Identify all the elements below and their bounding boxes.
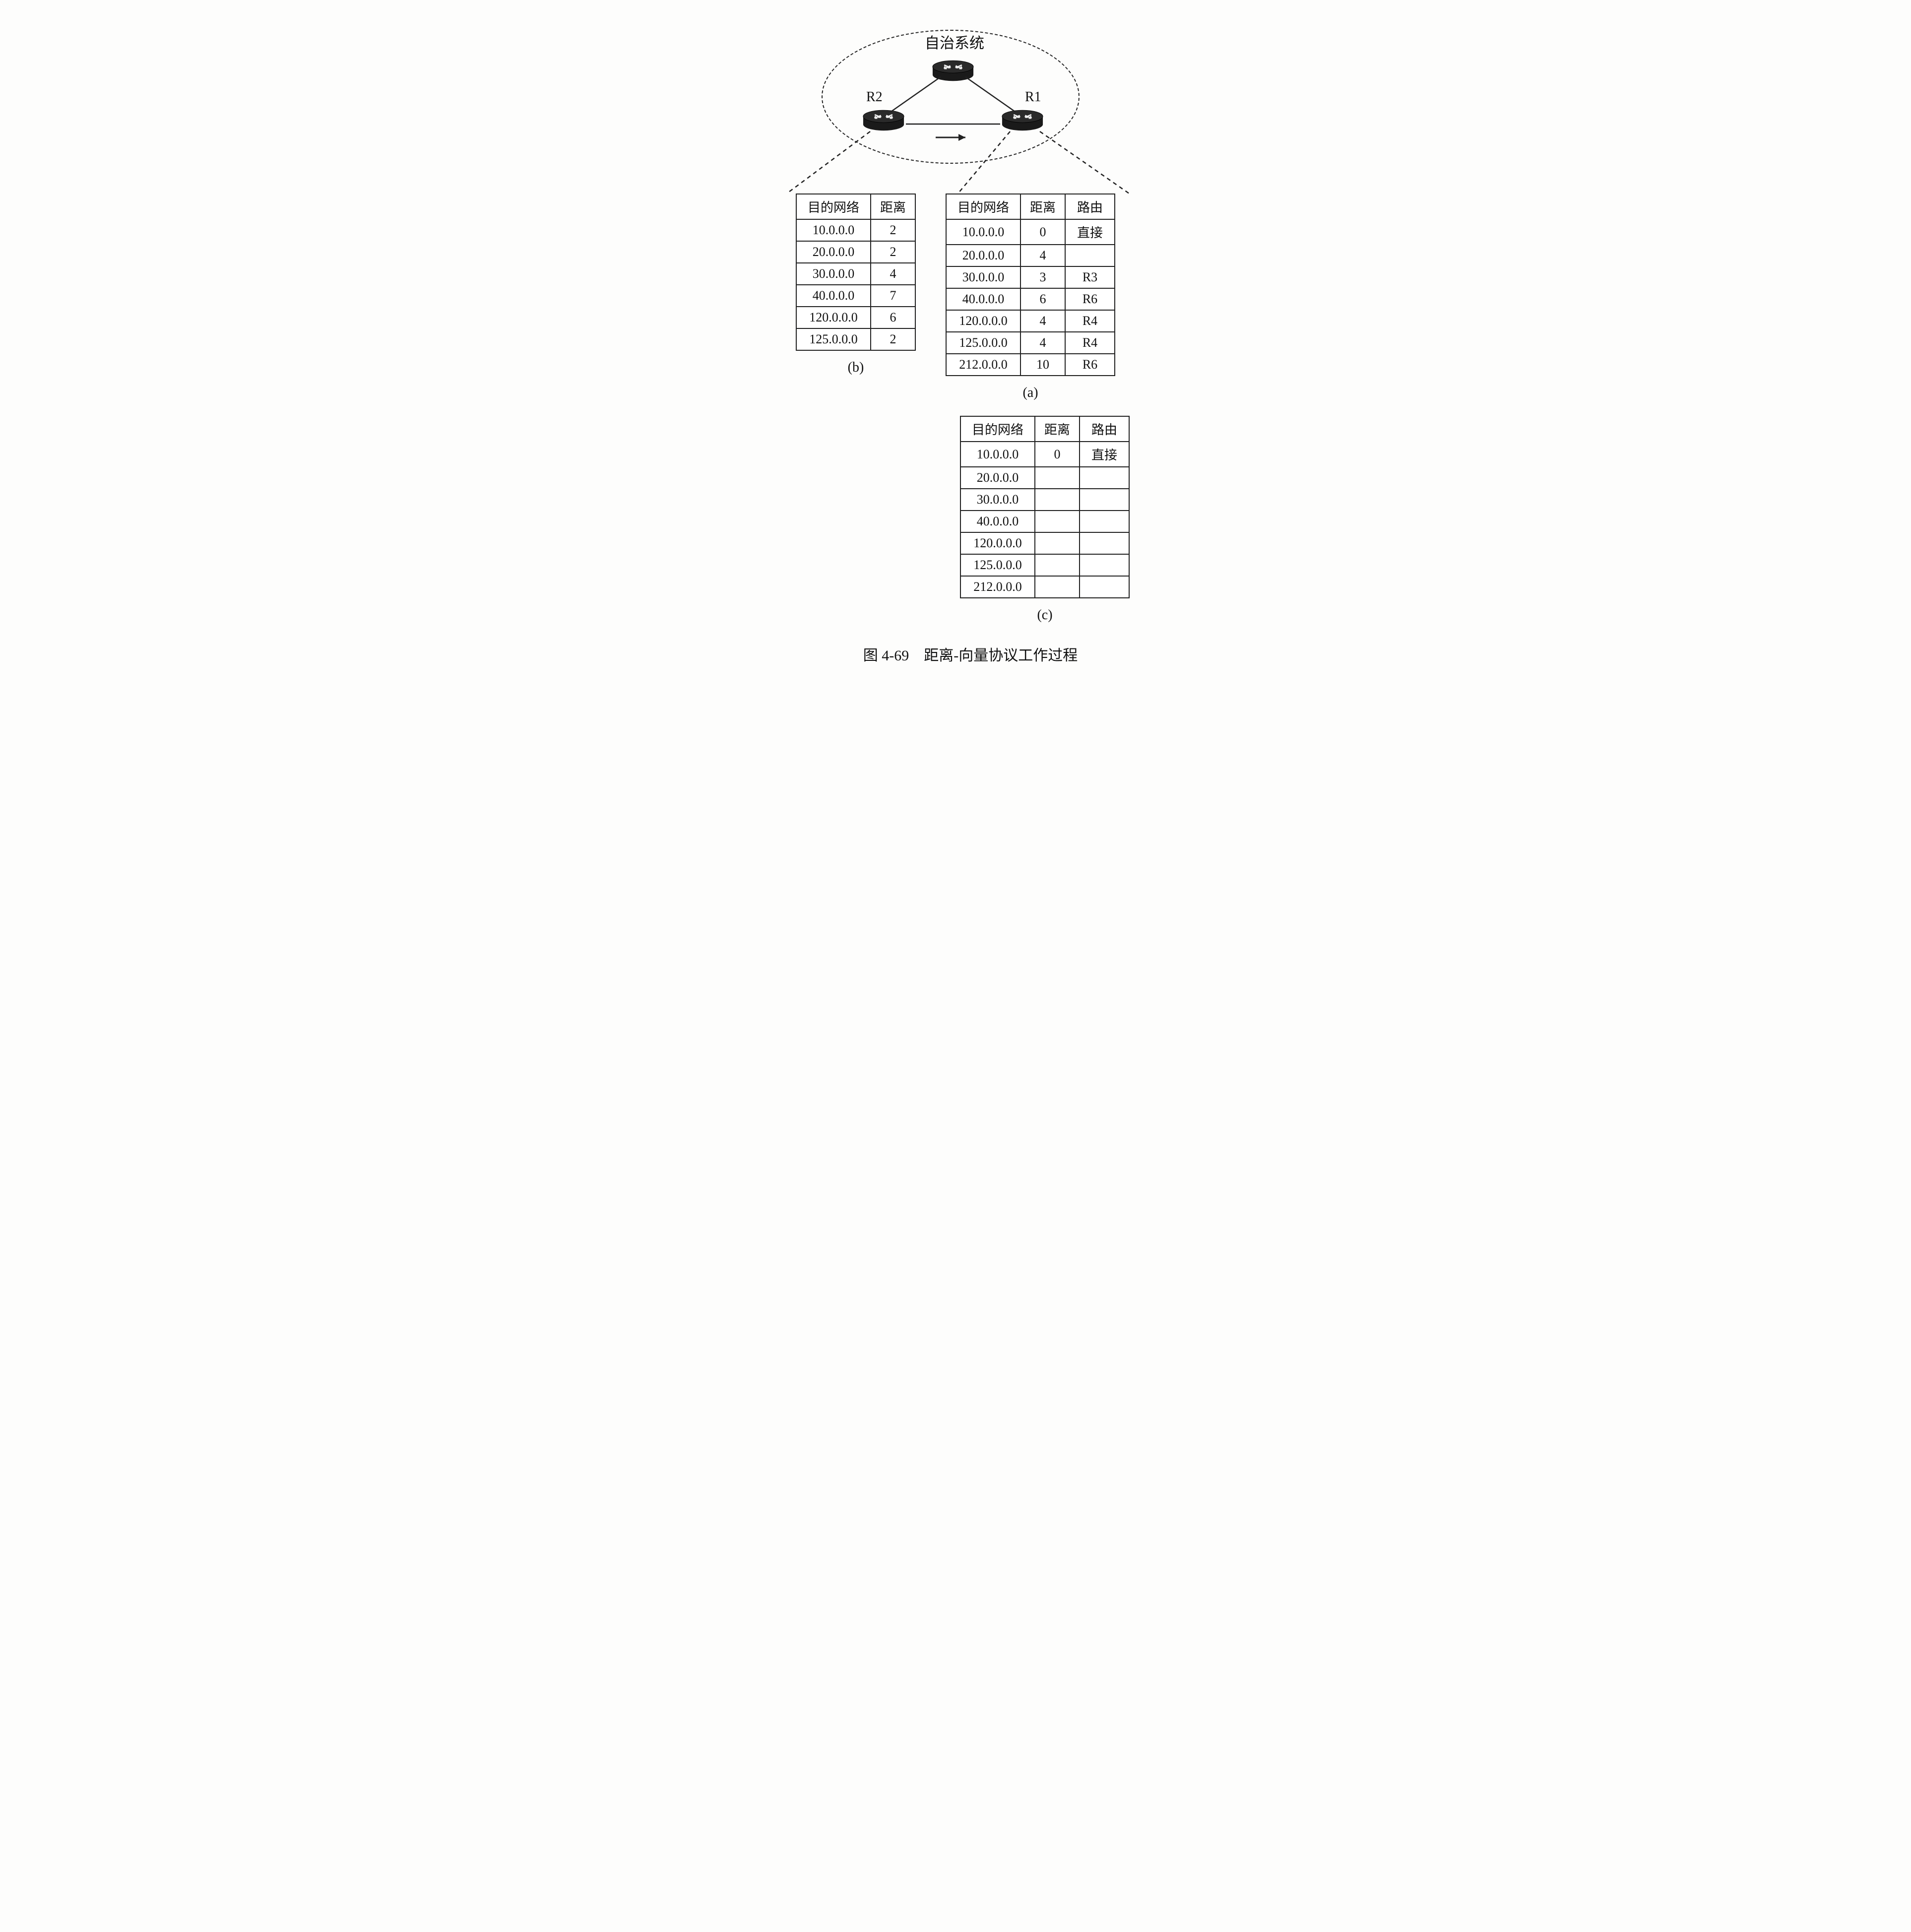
table-a: 目的网络 距离 路由 10.0.0.00直接20.0.0.04 30.0.0.0… [946, 193, 1115, 376]
table-row: 20.0.0.0 [960, 467, 1129, 489]
table-b: 目的网络 距离 10.0.0.0220.0.0.0230.0.0.0440.0.… [796, 193, 916, 351]
table-cell: 2 [871, 219, 915, 241]
table-cell: 0 [1020, 219, 1065, 245]
table-cell [1065, 245, 1115, 266]
table-cell: 125.0.0.0 [796, 328, 871, 350]
table-cell: 2 [871, 241, 915, 263]
table-c: 目的网络 距离 路由 10.0.0.00直接20.0.0.0 30.0.0.0 … [960, 416, 1130, 598]
table-cell: 10.0.0.0 [796, 219, 871, 241]
table-cell: 10 [1020, 354, 1065, 376]
r2-label: R2 [866, 89, 883, 105]
table-row: 40.0.0.07 [796, 285, 915, 307]
table-row: 30.0.0.0 [960, 489, 1129, 511]
table-cell [1080, 511, 1129, 532]
table-cell: 125.0.0.0 [946, 332, 1020, 354]
label-b: (b) [796, 360, 916, 376]
table-cell: 10.0.0.0 [960, 442, 1035, 467]
table-cell: 40.0.0.0 [796, 285, 871, 307]
th-c-route: 路由 [1080, 416, 1129, 442]
table-cell: 30.0.0.0 [946, 266, 1020, 288]
table-cell: 4 [1020, 310, 1065, 332]
table-cell: 7 [871, 285, 915, 307]
table-row: 30.0.0.04 [796, 263, 915, 285]
label-a: (a) [946, 385, 1115, 401]
table-cell [1035, 576, 1080, 598]
table-cell [1035, 489, 1080, 511]
table-cell: R6 [1065, 288, 1115, 310]
table-cell [1080, 532, 1129, 554]
table-cell: 120.0.0.0 [796, 307, 871, 328]
table-row: 10.0.0.02 [796, 219, 915, 241]
table-cell [1035, 467, 1080, 489]
table-row: 10.0.0.00直接 [960, 442, 1129, 467]
table-row: 125.0.0.04R4 [946, 332, 1115, 354]
table-cell [1035, 554, 1080, 576]
table-row: 125.0.0.0 [960, 554, 1129, 576]
table-row: 10.0.0.00直接 [946, 219, 1115, 245]
table-row: 120.0.0.0 [960, 532, 1129, 554]
table-cell [1080, 489, 1129, 511]
figure-caption: 图 4-69 距离-向量协议工作过程 [712, 643, 1228, 665]
table-cell: 6 [871, 307, 915, 328]
router-top [931, 57, 975, 82]
router-r2 [861, 107, 906, 131]
table-cell: 30.0.0.0 [796, 263, 871, 285]
table-row: 40.0.0.0 [960, 511, 1129, 532]
table-cell: 2 [871, 328, 915, 350]
table-row: 20.0.0.04 [946, 245, 1115, 266]
table-row: 212.0.0.010R6 [946, 354, 1115, 376]
table-cell: 212.0.0.0 [960, 576, 1035, 598]
table-cell: 直接 [1080, 442, 1129, 467]
table-cell: R6 [1065, 354, 1115, 376]
figure-page: 自治系统 R2 R1 [683, 20, 1228, 665]
th-c-net: 目的网络 [960, 416, 1035, 442]
table-cell: 4 [1020, 245, 1065, 266]
label-c: (c) [960, 607, 1130, 623]
table-cell: 6 [1020, 288, 1065, 310]
table-row: 40.0.0.06R6 [946, 288, 1115, 310]
table-b-block: 目的网络 距离 10.0.0.0220.0.0.0230.0.0.0440.0.… [796, 193, 916, 376]
table-cell: R4 [1065, 310, 1115, 332]
table-cell: 4 [871, 263, 915, 285]
table-row: 20.0.0.02 [796, 241, 915, 263]
table-row: 212.0.0.0 [960, 576, 1129, 598]
table-cell [1080, 576, 1129, 598]
tables-row-top: 目的网络 距离 10.0.0.0220.0.0.0230.0.0.0440.0.… [683, 193, 1228, 401]
table-cell: 40.0.0.0 [946, 288, 1020, 310]
table-row: 120.0.0.04R4 [946, 310, 1115, 332]
table-a-block: 目的网络 距离 路由 10.0.0.00直接20.0.0.04 30.0.0.0… [946, 193, 1115, 401]
table-cell [1080, 467, 1129, 489]
table-cell: 212.0.0.0 [946, 354, 1020, 376]
table-cell: 3 [1020, 266, 1065, 288]
r1-label: R1 [1025, 89, 1041, 105]
table-cell [1035, 511, 1080, 532]
table-c-wrap: 目的网络 距离 路由 10.0.0.00直接20.0.0.0 30.0.0.0 … [861, 416, 1228, 623]
table-row: 30.0.0.03R3 [946, 266, 1115, 288]
th-c-dist: 距离 [1035, 416, 1080, 442]
table-cell: R3 [1065, 266, 1115, 288]
table-cell: 直接 [1065, 219, 1115, 245]
table-cell: 40.0.0.0 [960, 511, 1035, 532]
table-cell: 4 [1020, 332, 1065, 354]
table-cell [1035, 532, 1080, 554]
router-r1 [1000, 107, 1045, 131]
table-cell: 0 [1035, 442, 1080, 467]
table-cell: 125.0.0.0 [960, 554, 1035, 576]
table-row: 125.0.0.02 [796, 328, 915, 350]
table-cell: 20.0.0.0 [796, 241, 871, 263]
table-cell: 120.0.0.0 [946, 310, 1020, 332]
table-cell: 20.0.0.0 [946, 245, 1020, 266]
table-cell: 30.0.0.0 [960, 489, 1035, 511]
table-c-block: 目的网络 距离 路由 10.0.0.00直接20.0.0.0 30.0.0.0 … [960, 416, 1130, 623]
table-cell: 20.0.0.0 [960, 467, 1035, 489]
table-cell [1080, 554, 1129, 576]
table-cell: 120.0.0.0 [960, 532, 1035, 554]
topology-diagram: 自治系统 R2 R1 [683, 20, 1228, 208]
table-cell: 10.0.0.0 [946, 219, 1020, 245]
table-row: 120.0.0.06 [796, 307, 915, 328]
system-label: 自治系统 [925, 31, 984, 53]
table-cell: R4 [1065, 332, 1115, 354]
